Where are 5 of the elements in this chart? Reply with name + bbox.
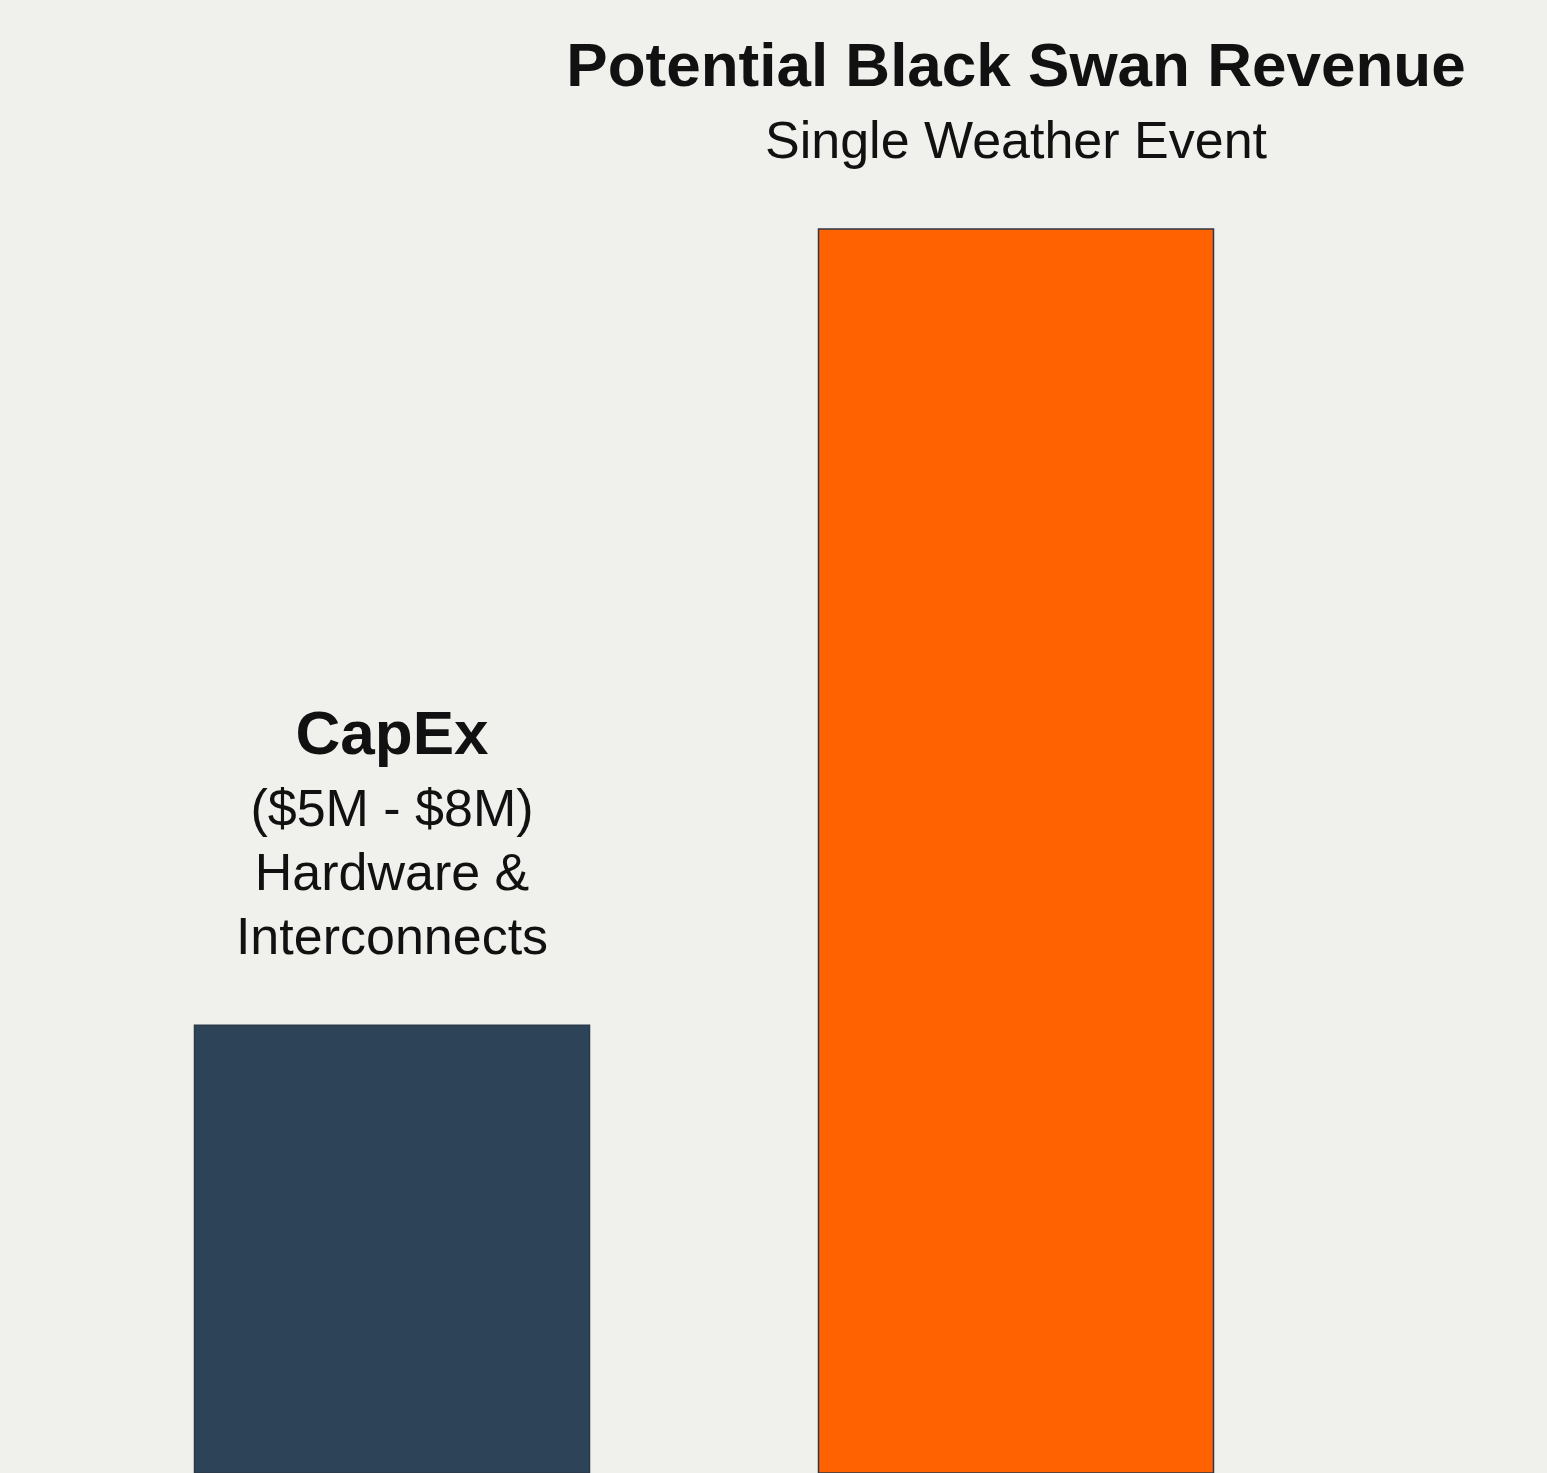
x-tick-label: Potential Black Swan Revenue [566,30,1466,99]
annotation: ($5M - $8M) [250,779,534,838]
annotation: Hardware & Interconnects [235,843,549,966]
text: Single Weather Event [765,111,1268,169]
x-tick-label: CapEx [295,698,489,768]
